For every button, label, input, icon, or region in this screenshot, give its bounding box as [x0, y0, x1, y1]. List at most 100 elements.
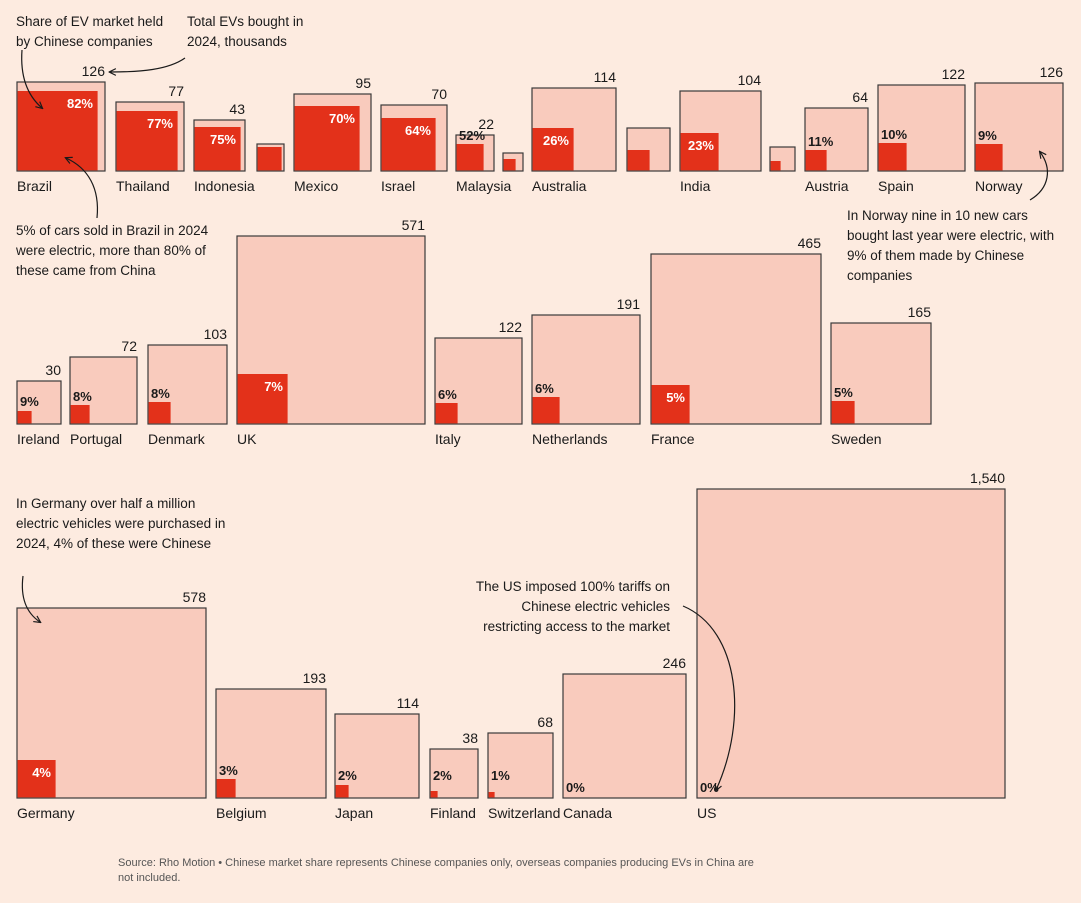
share-value-label: 52% [459, 128, 485, 143]
share-value-label: 5% [834, 385, 853, 400]
total-square [487, 732, 554, 799]
total-value-label: 571 [402, 217, 426, 233]
share-square [651, 385, 690, 424]
country-austria: 64 11% Austria [804, 89, 869, 194]
share-square [532, 128, 574, 171]
total-square [429, 748, 479, 799]
share-value-label: 8% [151, 386, 170, 401]
country-name-label: US [697, 805, 716, 821]
share-value-label: 70% [329, 111, 355, 126]
share-value-label: 6% [438, 387, 457, 402]
total-square [562, 673, 687, 799]
share-square [435, 403, 458, 424]
country-name-label: UK [237, 431, 257, 447]
country-name-label: Mexico [294, 178, 339, 194]
germany-arrow [21, 575, 40, 622]
total-value-label: 22 [478, 116, 494, 132]
brazil-annotation: 5% of cars sold in Brazil in 2024 were e… [16, 223, 209, 278]
share-square [237, 374, 288, 424]
country-unlabelled-3 [256, 143, 285, 172]
total-value-label: 104 [738, 72, 762, 88]
share-square [216, 779, 236, 798]
country-name-label: France [651, 431, 695, 447]
total-value-label: 114 [397, 695, 420, 711]
country-name-label: India [680, 178, 711, 194]
norway-arrow [1029, 152, 1048, 201]
total-square [696, 488, 1006, 799]
country-australia: 114 26% Australia [531, 69, 617, 194]
country-finland: 38 2% Finland [429, 730, 479, 821]
share-square [381, 118, 436, 171]
share-square [680, 133, 719, 171]
country-name-label: Israel [381, 178, 415, 194]
share-value-label: 2% [433, 768, 452, 783]
country-name-label: Indonesia [194, 178, 255, 194]
share-square [488, 792, 495, 798]
total-value-label: 70 [431, 86, 447, 102]
country-switzerland: 68 1% Switzerland [487, 714, 560, 821]
total-value-label: 193 [303, 670, 327, 686]
share-square [805, 150, 827, 171]
share-square [294, 106, 360, 171]
share-annotation: Share of EV market held by Chinese compa… [16, 14, 164, 49]
total-value-label: 122 [942, 66, 966, 82]
total-annotation: Total EVs bought in 2024, thousands [187, 14, 304, 49]
share-value-label: 6% [535, 381, 554, 396]
country-canada: 246 0% Canada [562, 655, 687, 821]
country-name-label: Brazil [17, 178, 52, 194]
share-value-label: 0% [566, 780, 585, 795]
share-value-label: 5% [666, 390, 685, 405]
total-value-label: 1,540 [970, 470, 1005, 486]
country-name-label: Canada [563, 805, 612, 821]
total-value-label: 246 [663, 655, 687, 671]
country-israel: 70 64% Israel [380, 86, 448, 194]
total-value-label: 95 [355, 75, 371, 91]
share-square [257, 147, 282, 171]
country-brazil: 126 82% Brazil [16, 63, 106, 194]
total-value-label: 64 [852, 89, 868, 105]
share-square [430, 791, 438, 798]
total-value-label: 114 [594, 69, 617, 85]
share-value-label: 2% [338, 768, 357, 783]
total-value-label: 126 [82, 63, 106, 79]
share-square [17, 91, 98, 171]
share-square [627, 150, 650, 171]
total-value-label: 77 [168, 83, 184, 99]
country-uk: 571 7% UK [236, 217, 426, 447]
country-us: 1,540 0% US [696, 470, 1006, 821]
share-value-label: 8% [73, 389, 92, 404]
share-value-label: 10% [881, 127, 907, 142]
country-belgium: 193 3% Belgium [215, 670, 327, 821]
country-unlabelled-7 [502, 152, 524, 172]
share-square [70, 405, 90, 424]
total-arrow [110, 57, 186, 72]
germany-annotation: In Germany over half a million electric … [16, 496, 226, 551]
country-name-label: Japan [335, 805, 373, 821]
share-value-label: 3% [219, 763, 238, 778]
country-norway: 126 9% Norway [974, 64, 1064, 194]
share-square [335, 785, 349, 798]
share-square [878, 143, 907, 171]
country-unlabelled-9 [626, 127, 671, 172]
share-square [503, 159, 516, 171]
country-name-label: Denmark [148, 431, 206, 447]
country-denmark: 103 8% Denmark [147, 326, 228, 447]
share-value-label: 1% [491, 768, 510, 783]
country-name-label: Ireland [17, 431, 60, 447]
total-value-label: 43 [229, 101, 245, 117]
total-value-label: 122 [499, 319, 523, 335]
source-note: Source: Rho Motion • Chinese market shar… [118, 857, 754, 884]
share-value-label: 4% [32, 765, 51, 780]
total-value-label: 191 [617, 296, 641, 312]
country-spain: 122 10% Spain [877, 66, 966, 194]
total-value-label: 165 [908, 304, 932, 320]
share-arrow [21, 49, 42, 108]
share-square [194, 127, 241, 171]
share-value-label: 9% [978, 128, 997, 143]
share-value-label: 11% [808, 134, 834, 149]
country-name-label: Portugal [70, 431, 122, 447]
us-arrow [682, 605, 736, 790]
share-value-label: 82% [67, 96, 93, 111]
country-thailand: 77 77% Thailand [115, 83, 185, 194]
